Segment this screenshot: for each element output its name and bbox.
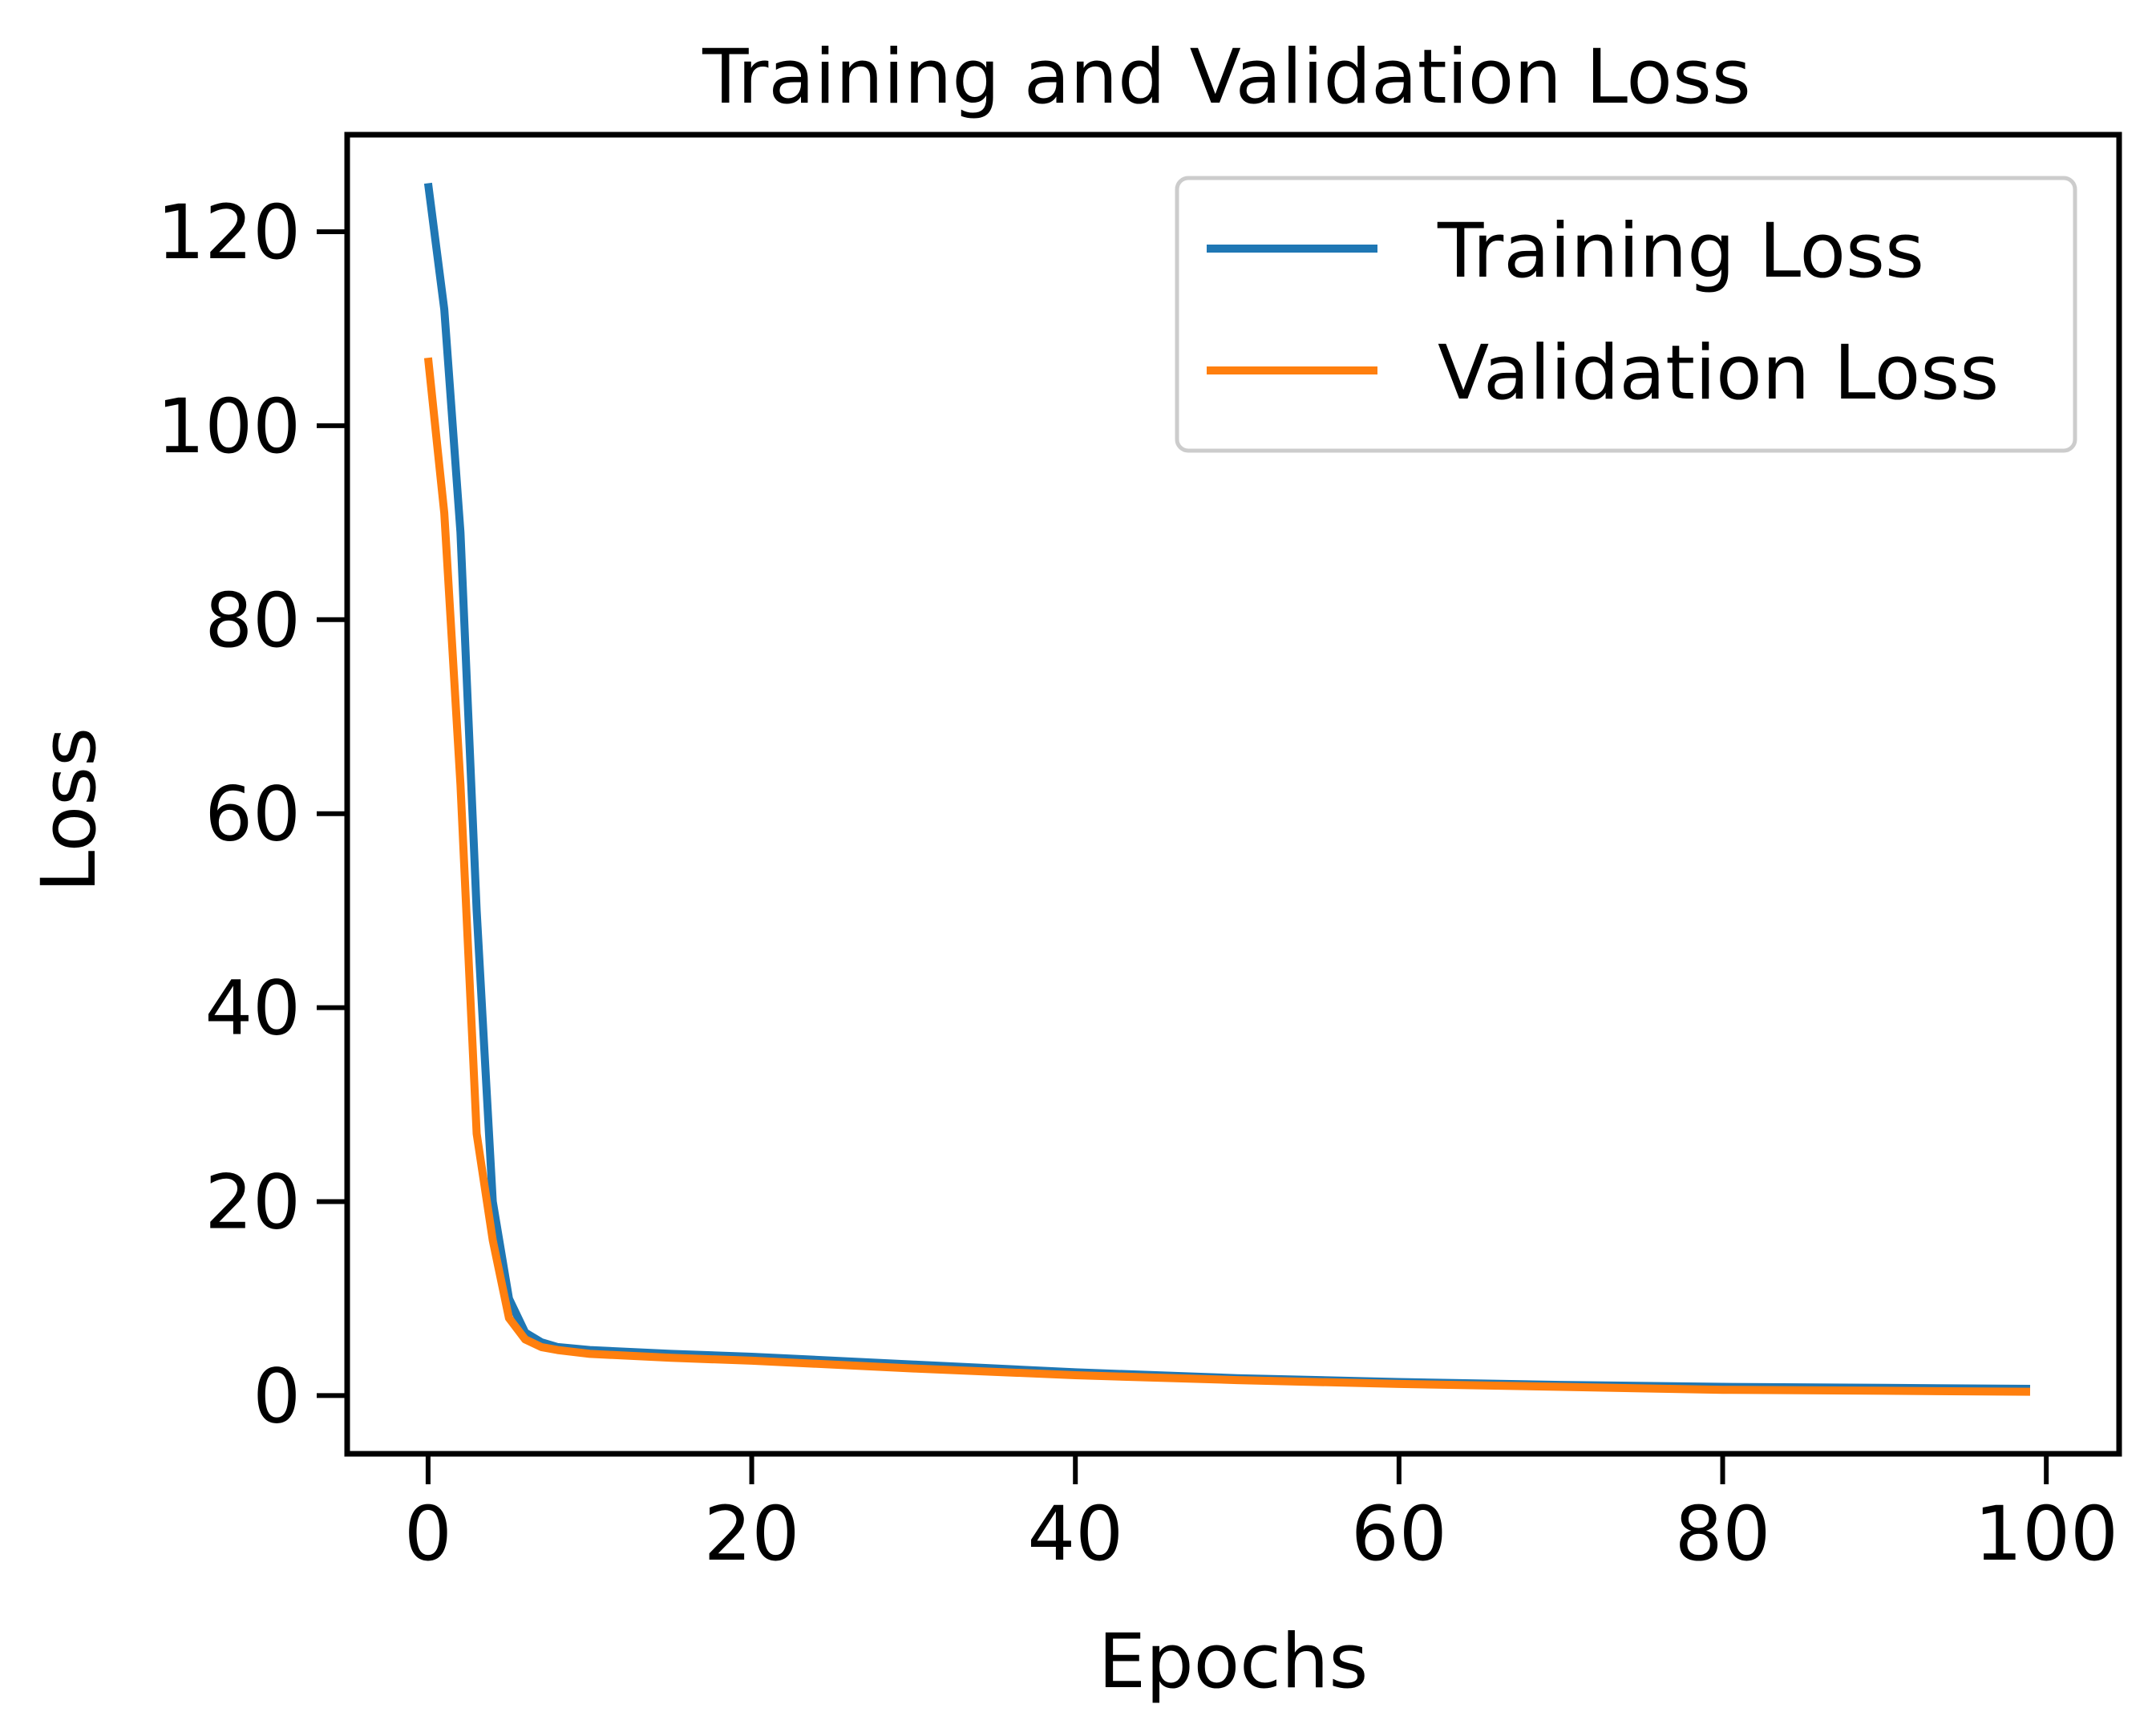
y-tick-label: 20 (204, 1160, 301, 1247)
legend-training-label: Training Loss (1437, 208, 1924, 295)
y-tick-label: 40 (204, 965, 301, 1053)
x-axis-label: Epochs (1098, 1618, 1369, 1706)
x-tick-label: 0 (404, 1491, 452, 1578)
plot-frame (344, 132, 2122, 1457)
y-tick-label: 0 (253, 1353, 301, 1440)
y-tick-label: 120 (157, 189, 301, 277)
x-tick-label: 60 (1351, 1491, 1447, 1578)
chart-title: Training and Validation Loss (702, 34, 1751, 121)
x-tick-label: 80 (1675, 1491, 1771, 1578)
y-tick-label: 100 (157, 383, 301, 471)
y-tick-label: 60 (204, 771, 301, 859)
x-tick-label: 100 (1974, 1491, 2118, 1578)
y-tick-label: 80 (204, 577, 301, 665)
legend-validation-label: Validation Loss (1438, 330, 1999, 417)
legend: Training Loss Validation Loss (1175, 176, 2077, 453)
x-tick-label: 40 (1027, 1491, 1123, 1578)
series-line-validation-loss (423, 357, 2031, 1396)
legend-box (1175, 176, 2077, 453)
y-axis-label: Loss (26, 727, 113, 892)
x-tick-label: 20 (704, 1491, 800, 1578)
